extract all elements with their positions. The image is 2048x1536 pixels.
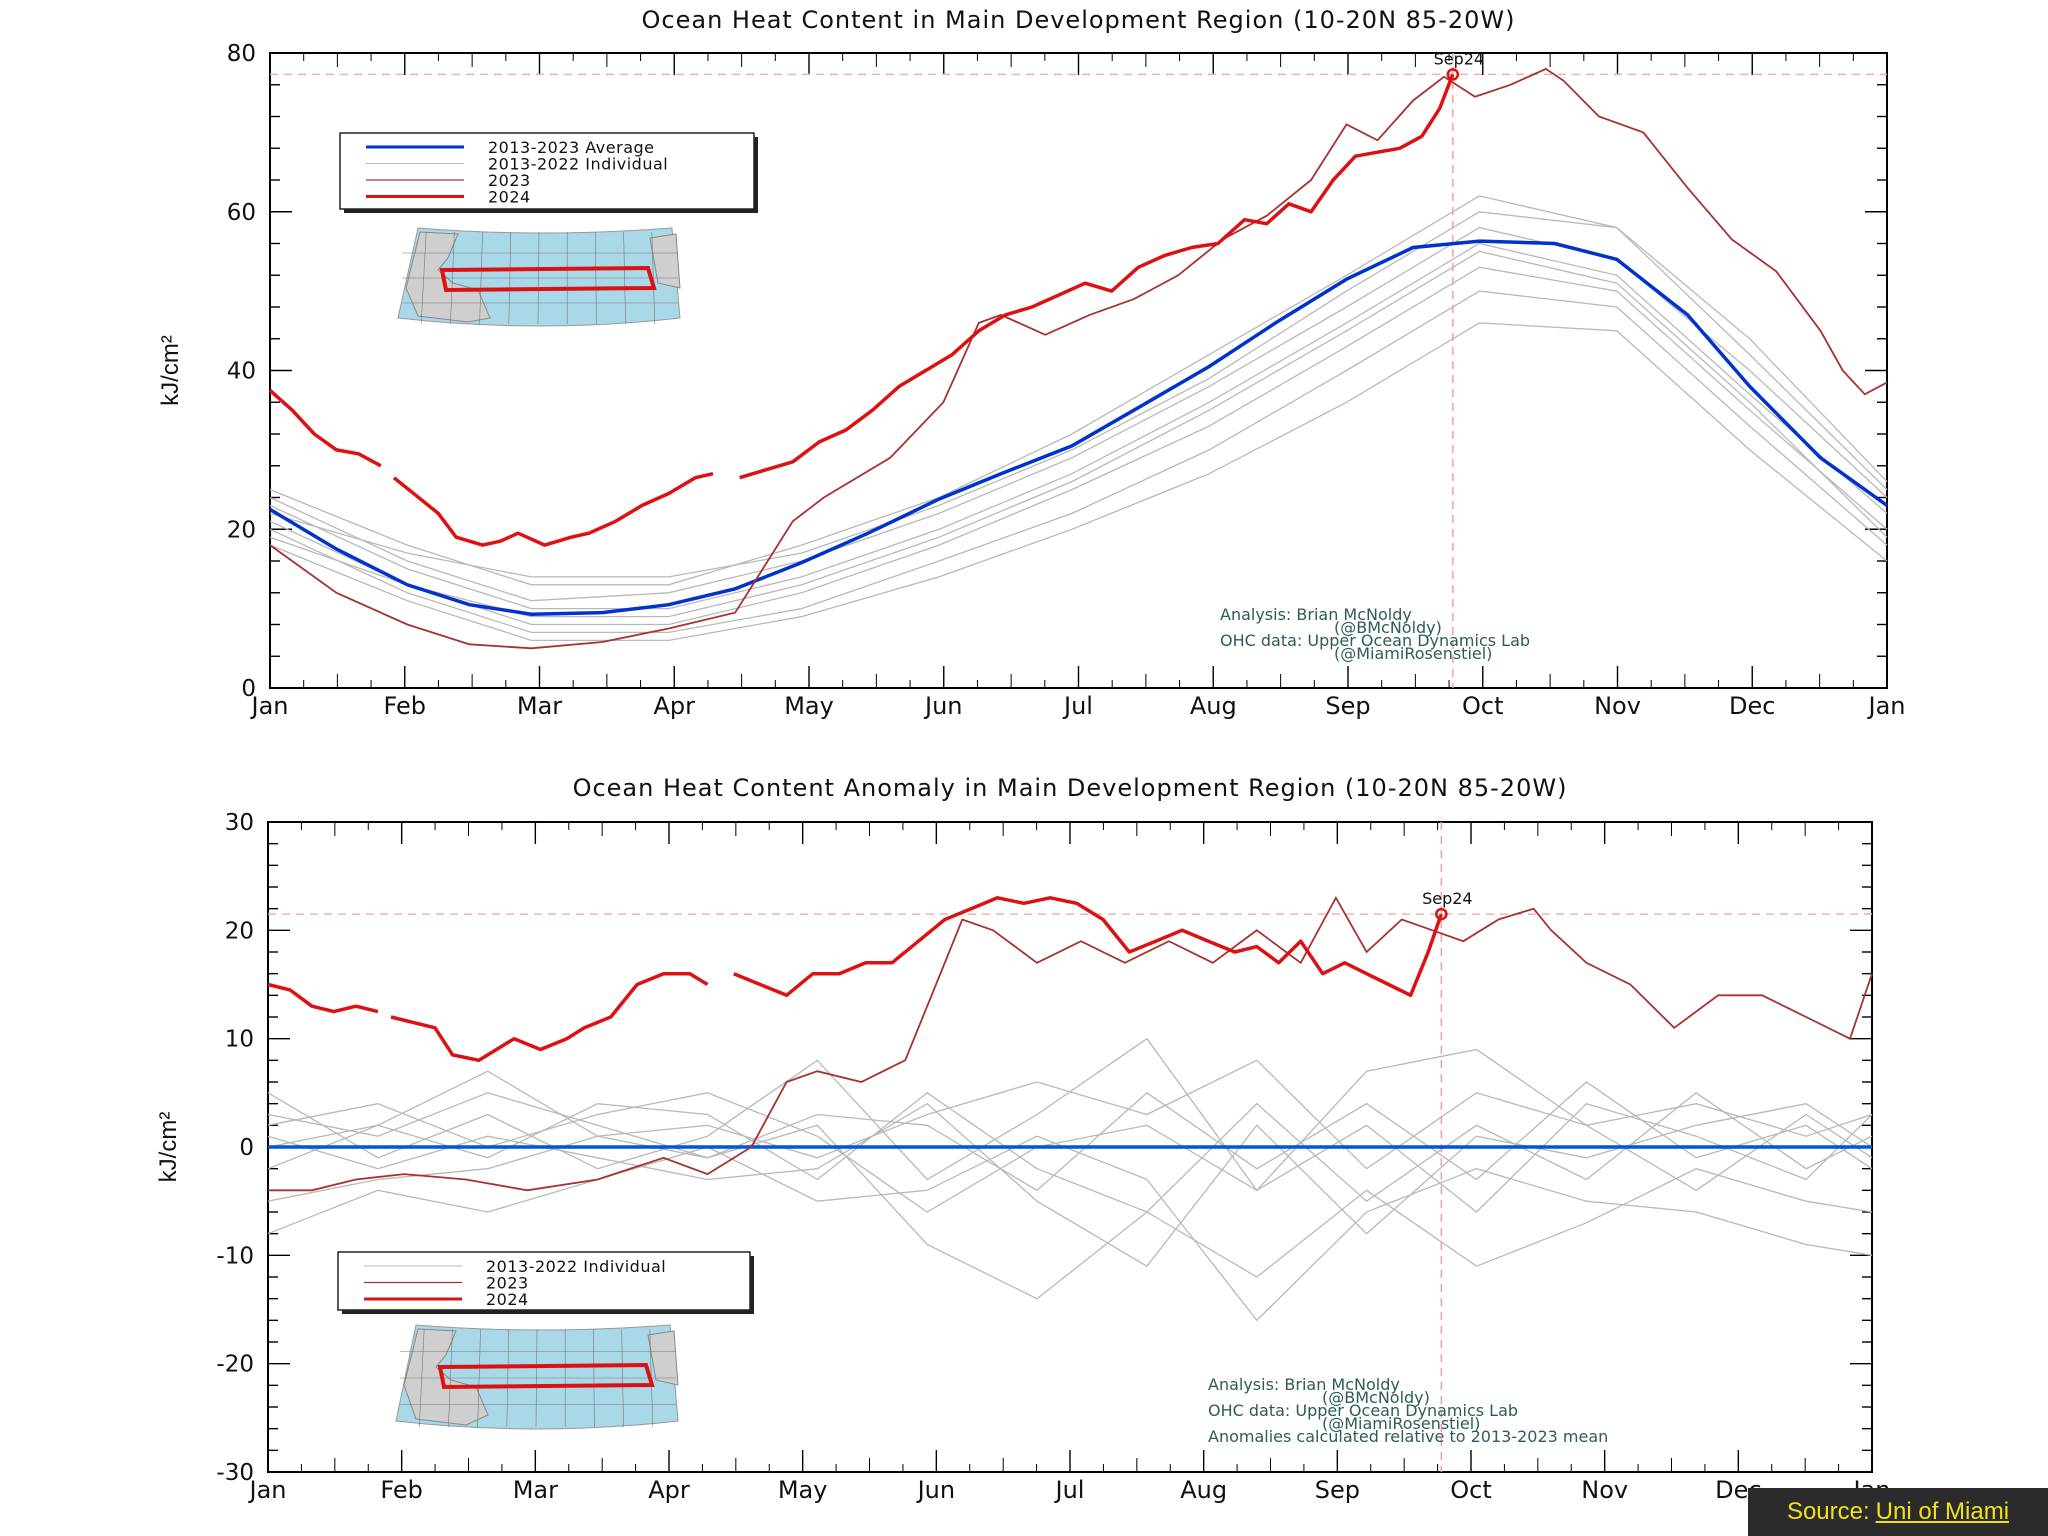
individual-year-line	[267, 1081, 1873, 1192]
x-tick-label: Feb	[380, 1476, 423, 1504]
y-axis-label: kJ/cm²	[155, 1112, 182, 1183]
credit-annotation: Analysis: Brian McNoldy	[1220, 605, 1412, 624]
x-tick-label: Jul	[1062, 692, 1093, 720]
y-axis-label: kJ/cm²	[157, 335, 184, 406]
chart-title: Ocean Heat Content in Main Development R…	[642, 6, 1516, 34]
x-tick-label: Aug	[1190, 692, 1237, 720]
x-tick-label: Nov	[1581, 1476, 1628, 1504]
y-tick-label: -20	[216, 1352, 254, 1378]
x-tick-label: Aug	[1180, 1476, 1227, 1504]
individual-year-line	[267, 1048, 1873, 1213]
series-2023-line	[269, 67, 1888, 650]
y-tick-label: 20	[227, 517, 256, 543]
x-tick-label: Mar	[517, 692, 562, 720]
series-2024-line	[739, 73, 1455, 480]
y-tick-label: 0	[239, 1135, 254, 1161]
legend-label: 2013-2022 Individual	[488, 155, 668, 174]
x-tick-label: Jun	[923, 692, 963, 720]
source-prefix: Source:	[1786, 1498, 1870, 1525]
map-land-africa	[647, 1330, 679, 1386]
x-tick-label: May	[784, 692, 834, 720]
x-tick-label: Nov	[1594, 692, 1641, 720]
legend-label: 2023	[488, 171, 531, 190]
marker-label: Sep24	[1434, 49, 1485, 68]
x-tick-label: Oct	[1462, 692, 1504, 720]
individual-year-line	[269, 266, 1888, 626]
x-tick-label: Apr	[648, 1476, 690, 1504]
individual-year-line	[269, 290, 1888, 634]
x-tick-label: Sep	[1325, 692, 1370, 720]
ohc-chart: Ocean Heat Content in Main Development R…	[157, 6, 1906, 720]
x-tick-label: Oct	[1450, 1476, 1492, 1504]
series-2024-line	[267, 982, 379, 1014]
credit-annotation: (@MiamiRosenstiel)	[1322, 1414, 1480, 1433]
map-region-box	[437, 1362, 655, 1390]
individual-year-line	[267, 1135, 1873, 1322]
individual-year-line	[267, 1124, 1873, 1300]
y-tick-label: -30	[216, 1460, 254, 1486]
individual-year-line	[269, 242, 1888, 610]
legend-label: 2023	[486, 1274, 529, 1293]
credit-annotation: OHC data: Upper Ocean Dynamics Lab	[1220, 631, 1530, 650]
series-2024-line	[392, 471, 714, 547]
chart-title: Ocean Heat Content Anomaly in Main Devel…	[573, 774, 1568, 802]
region-map	[395, 1324, 679, 1430]
credit-annotation: OHC data: Upper Ocean Dynamics Lab	[1208, 1401, 1518, 1420]
x-tick-label: Jun	[916, 1476, 956, 1504]
source-link[interactable]: Uni of Miami	[1875, 1498, 2010, 1525]
region-map	[397, 227, 681, 327]
credit-annotation: (@MiamiRosenstiel)	[1334, 644, 1492, 663]
map-land-africa	[649, 233, 681, 289]
series-2023-line	[268, 895, 1873, 1192]
series-2024-line	[268, 388, 382, 468]
individual-year-line	[269, 322, 1888, 642]
average-line	[269, 239, 1889, 616]
x-tick-label: Jan	[248, 1476, 287, 1504]
credit-annotation: (@BMcNoldy)	[1334, 618, 1442, 637]
latest-point-marker	[1435, 907, 1448, 921]
credit-annotation: Analysis: Brian McNoldy	[1208, 1375, 1400, 1394]
x-tick-label: Sep	[1315, 1476, 1360, 1504]
individual-year-line	[267, 1102, 1873, 1268]
y-tick-label: 60	[227, 200, 256, 226]
y-tick-label: 40	[227, 359, 256, 385]
y-tick-label: 30	[225, 810, 254, 836]
legend-label: 2024	[488, 188, 531, 207]
marker-label: Sep24	[1422, 889, 1473, 908]
individual-year-line	[267, 1037, 1873, 1213]
source-credit: Source: Uni of Miami	[1748, 1488, 2048, 1536]
y-tick-label: -10	[216, 1243, 254, 1269]
x-tick-label: Apr	[653, 692, 695, 720]
x-tick-label: Feb	[384, 692, 427, 720]
individual-year-line	[267, 1059, 1873, 1192]
credit-annotation: (@BMcNoldy)	[1322, 1388, 1430, 1407]
x-tick-label: Jul	[1054, 1476, 1085, 1504]
series-2024-line	[390, 971, 709, 1063]
y-tick-label: 10	[225, 1027, 254, 1053]
latest-point-marker	[1446, 68, 1460, 81]
legend-label: 2013-2022 Individual	[486, 1257, 666, 1276]
y-tick-label: 0	[241, 676, 256, 702]
map-region-box	[439, 265, 657, 293]
legend-label: 2013-2023 Average	[488, 138, 655, 157]
y-tick-label: 20	[225, 918, 254, 944]
legend-box	[337, 1251, 751, 1311]
y-tick-label: 80	[227, 41, 256, 67]
x-tick-label: May	[778, 1476, 828, 1504]
ohc-anomaly-chart: Ocean Heat Content Anomaly in Main Devel…	[155, 774, 1891, 1504]
legend-label: 2024	[486, 1290, 529, 1309]
x-tick-label: Dec	[1729, 692, 1775, 720]
series-2024-line	[733, 896, 1443, 998]
x-tick-label: Jan	[250, 692, 289, 720]
individual-year-line	[269, 250, 1888, 618]
x-tick-label: Mar	[513, 1476, 558, 1504]
credit-annotation: Anomalies calculated relative to 2013-20…	[1208, 1427, 1608, 1446]
x-tick-label: Jan	[1867, 692, 1906, 720]
individual-year-line	[269, 211, 1888, 578]
